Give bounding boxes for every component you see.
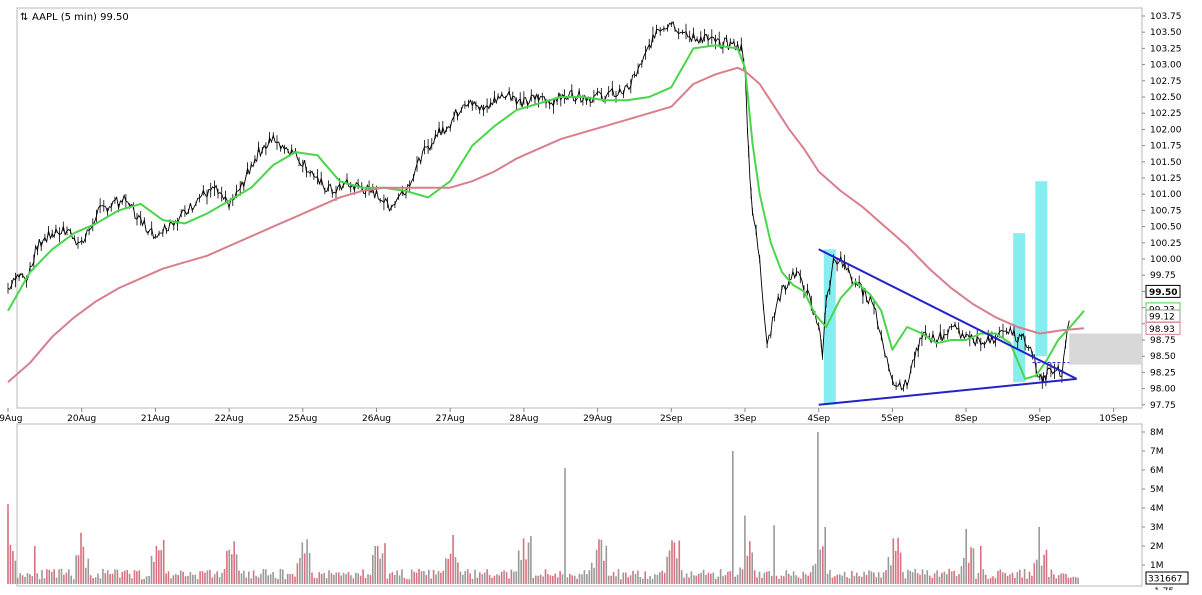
chart-title: AAPL (5 min) 99.50 [32,12,129,23]
y-tick-label: 103.00 [1150,61,1182,71]
chart-title-group: ⇅ AAPL (5 min) 99.50 [20,12,129,23]
y-tick-label: 100.50 [1150,223,1182,233]
y-tick-label: 101.75 [1150,142,1182,152]
y-tick-label: 102.75 [1150,77,1182,87]
y-tick-label: 98.75 [1150,336,1176,346]
target-zone [1069,333,1142,365]
price-panel-frame [16,7,1143,409]
x-tick-label: 2Sep [660,414,683,424]
chart-type-icon[interactable]: ⇅ [20,12,28,23]
vol-tick-label: 4M [1150,504,1164,514]
ma-mid-tag-text: 99.12 [1149,313,1175,323]
y-tick-label: 101.50 [1150,158,1182,168]
x-tick-label: 19Aug [0,414,23,424]
volume-bars-up [14,432,1079,584]
x-tick-label: 26Aug [362,414,391,424]
ma-slow-tag-box [1145,321,1181,335]
ma-mid-tag: 99.12 [1145,309,1181,323]
ma-slow-line [7,66,1085,383]
y-tick-label: 98.25 [1150,368,1176,378]
x-tick-label: 4Sep [807,414,830,424]
price-line [7,20,1070,391]
x-tick-label: 8Sep [955,414,978,424]
y-tick-label: 100.75 [1150,206,1182,216]
x-tick-label: 9Sep [1028,414,1051,424]
x-tick-label: 3Sep [734,414,757,424]
triangle-upper-trendline[interactable] [818,248,1078,380]
vol-tick-label: 6M [1150,466,1164,476]
vol-tick-label: 8M [1150,428,1164,438]
y-tick-label: 98.50 [1150,352,1176,362]
x-tick-label: 27Aug [436,414,465,424]
y-tick-label: 103.75 [1150,12,1182,22]
y-tick-label: 102.50 [1150,93,1182,103]
highlight-bar [823,249,836,405]
highlight-bar [1035,181,1048,357]
ma-slow-tag-text: 98.93 [1149,325,1175,335]
ma-fast-line [7,44,1085,380]
triangle-lower-trendline[interactable] [818,377,1077,406]
y-tick-label: 103.50 [1150,28,1182,38]
y-tick-label: 98.00 [1150,385,1176,395]
volume-bars-down [7,504,1077,584]
ma-slow-tag: 98.93 [1145,321,1181,335]
y-tick-label: 101.00 [1150,190,1182,200]
last-price-tag: 99.50 [1145,284,1181,298]
y-tick-label: 97.75 [1150,401,1176,411]
x-tick-label: 29Aug [583,414,612,424]
x-tick-label: 21Aug [141,414,170,424]
vol-tick-label: 5M [1150,485,1164,495]
vol-tick-label: 3M [1150,523,1164,533]
vol-last-value: 331667 [1148,575,1182,585]
highlight-bar [1013,233,1026,383]
vol-tick-label: 1M [1150,561,1164,571]
vol-last-box [1145,571,1189,585]
volume-panel-frame [16,423,1143,587]
y-tick-label: 102.25 [1150,109,1182,119]
x-tick-label: 22Aug [215,414,244,424]
last-price-tag-box [1145,284,1181,298]
y-tick-label: 103.25 [1150,44,1182,54]
y-tick-label: 100.25 [1150,239,1182,249]
x-tick-label: 10Sep [1099,414,1128,424]
x-tick-label: 5Sep [881,414,904,424]
vol-tick-label: 7M [1150,447,1164,457]
y-tick-label: 101.25 [1150,174,1182,184]
vol-tick-label: 2M [1150,542,1164,552]
x-tick-label: 25Aug [288,414,317,424]
y-tick-label: 100.00 [1150,255,1182,265]
x-tick-label: 20Aug [67,414,96,424]
x-tick-label: 28Aug [509,414,538,424]
last-price-tag-text: 99.50 [1149,288,1177,298]
y-tick-label: 102.00 [1150,125,1182,135]
y-tick-label: 99.75 [1150,271,1176,281]
